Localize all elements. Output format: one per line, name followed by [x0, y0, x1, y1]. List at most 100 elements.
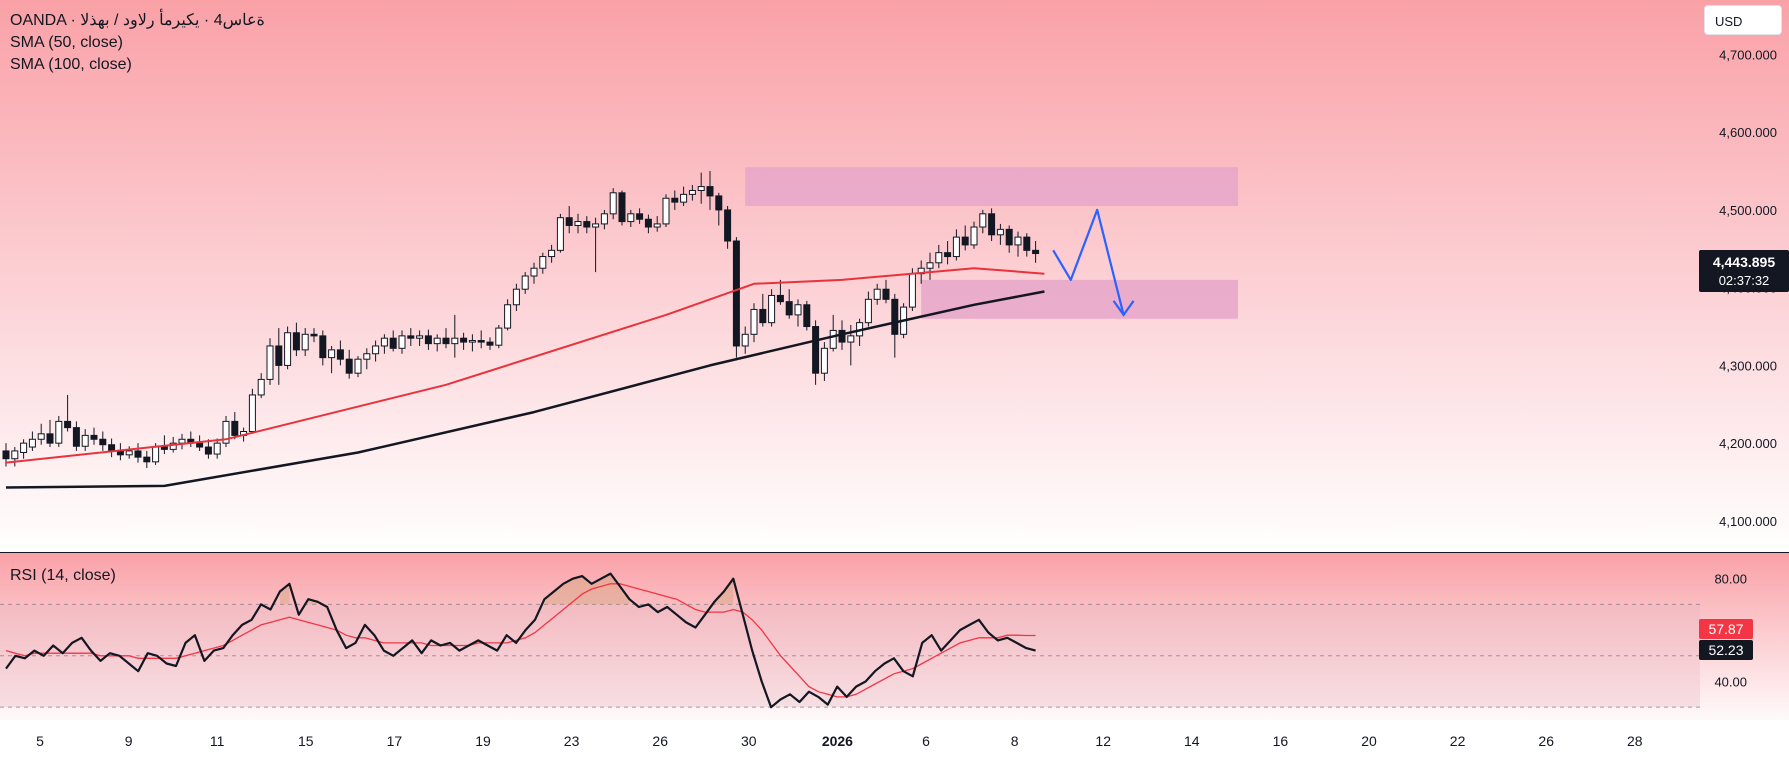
- last-price-badge: 4,443.895 02:37:32: [1699, 250, 1789, 292]
- candle-body: [521, 275, 529, 290]
- candle-body: [961, 236, 969, 246]
- candle-body: [372, 345, 380, 355]
- candle-body: [820, 347, 828, 374]
- candle-body: [231, 420, 239, 436]
- candle-body: [451, 337, 459, 345]
- candle-body: [970, 226, 978, 246]
- symbol-title: OANDA · ةعاس4 · يكيرمأ رلاود / بهذلا: [10, 12, 265, 29]
- rsi-value: 52.23: [1708, 642, 1743, 658]
- candle-body: [935, 252, 943, 264]
- candle-body: [732, 240, 740, 347]
- sma50-legend[interactable]: SMA (50, close): [10, 33, 123, 53]
- candle-body: [328, 349, 336, 359]
- candle-body: [829, 329, 837, 349]
- candle-body: [847, 335, 855, 343]
- candle-body: [55, 420, 63, 444]
- candle-body: [442, 337, 450, 345]
- candle-body: [750, 308, 758, 335]
- time-tick-label: 2026: [822, 733, 853, 749]
- candle-body: [838, 329, 846, 343]
- last-price-badge-bg: [1699, 250, 1789, 292]
- candle-body: [988, 213, 996, 236]
- candle-body: [741, 333, 749, 347]
- sma50-label: SMA (50, close): [10, 34, 123, 51]
- currency-button[interactable]: USD: [1704, 5, 1782, 35]
- candle-body: [204, 446, 212, 455]
- candle-body: [803, 304, 811, 328]
- candle-body: [891, 298, 899, 335]
- rsi-series: [0, 572, 1700, 709]
- candle-body: [143, 456, 151, 463]
- rsi-axis[interactable]: 80.00 40.00: [1714, 572, 1747, 690]
- candle-body: [248, 394, 256, 432]
- zone-2[interactable]: [921, 279, 1238, 319]
- candle-body: [653, 223, 661, 228]
- candle-body: [864, 298, 872, 324]
- candle-body: [1023, 236, 1031, 251]
- price-tick-label: 4,700.000: [1719, 47, 1777, 62]
- candle-body: [213, 442, 221, 455]
- candle-body: [398, 335, 406, 349]
- candle-body: [548, 249, 556, 258]
- price-tick-label: 4,300.000: [1719, 358, 1777, 373]
- candle-body: [196, 442, 204, 448]
- candle-body: [363, 353, 371, 360]
- candle-body: [565, 217, 573, 226]
- candle-body: [284, 332, 292, 366]
- rsi-title: RSI (14, close): [10, 567, 116, 584]
- time-tick-label: 17: [387, 733, 403, 749]
- rsi-line[interactable]: [5, 572, 1036, 709]
- sma100-line[interactable]: [5, 290, 1045, 489]
- price-tick-label: 4,200.000: [1719, 436, 1777, 451]
- candle-body: [715, 195, 723, 211]
- rsi-tick-label: 40.00: [1714, 674, 1747, 689]
- candle-body: [319, 335, 327, 359]
- time-axis[interactable]: 5 9 11 15 17 19 23 26 30 2026 6 8 12 14 16 20 22 26 28: [36, 733, 1643, 749]
- candle-body: [706, 186, 714, 197]
- zone-1[interactable]: [745, 167, 1238, 207]
- candle-body: [336, 349, 344, 360]
- price-tick-label: 4,600.000: [1719, 125, 1777, 140]
- candle-body: [724, 209, 732, 242]
- candle-body: [178, 438, 186, 444]
- candle-body: [636, 213, 644, 220]
- projection-path[interactable]: [1052, 208, 1125, 316]
- candle-body: [539, 256, 547, 269]
- symbol-legend[interactable]: OANDA · ةعاس4 · يكيرمأ رلاود / بهذلا: [10, 11, 265, 31]
- candle-body: [671, 197, 679, 203]
- candle-body: [530, 267, 538, 277]
- candle-body: [468, 340, 476, 343]
- candle-body: [662, 197, 670, 225]
- candle-body: [380, 337, 388, 347]
- candle-body: [996, 228, 1004, 236]
- candle-body: [609, 192, 617, 215]
- candle-body: [592, 223, 600, 228]
- candle-body: [72, 427, 80, 447]
- time-tick-label: 12: [1095, 733, 1111, 749]
- candle-body: [134, 450, 142, 458]
- time-tick-label: 26: [652, 733, 668, 749]
- candle-body: [416, 335, 424, 339]
- candle-body: [776, 294, 784, 303]
- time-tick-label: 20: [1361, 733, 1377, 749]
- currency-label: USD: [1715, 14, 1743, 29]
- sma50-line[interactable]: [5, 267, 1045, 464]
- candle-body: [952, 236, 960, 258]
- time-tick-label: 23: [564, 733, 580, 749]
- time-tick-label: 26: [1538, 733, 1554, 749]
- rsi-ma-line[interactable]: [5, 583, 1036, 698]
- projection-arrowhead: [1112, 300, 1135, 317]
- rsi-value-badge: 52.23: [1699, 640, 1753, 660]
- candle-body: [125, 450, 133, 456]
- candle-body: [310, 333, 318, 337]
- rsi-ma-badge: 57.87: [1699, 619, 1753, 639]
- sma100-legend[interactable]: SMA (100, close): [10, 55, 132, 75]
- candle-body: [407, 335, 415, 339]
- candle-body: [583, 221, 591, 228]
- candle-body: [627, 213, 635, 223]
- rsi-legend[interactable]: RSI (14, close): [10, 566, 116, 586]
- candle-body: [574, 221, 582, 226]
- rsi-pane-background: [0, 553, 1789, 729]
- time-tick-label: 30: [741, 733, 757, 749]
